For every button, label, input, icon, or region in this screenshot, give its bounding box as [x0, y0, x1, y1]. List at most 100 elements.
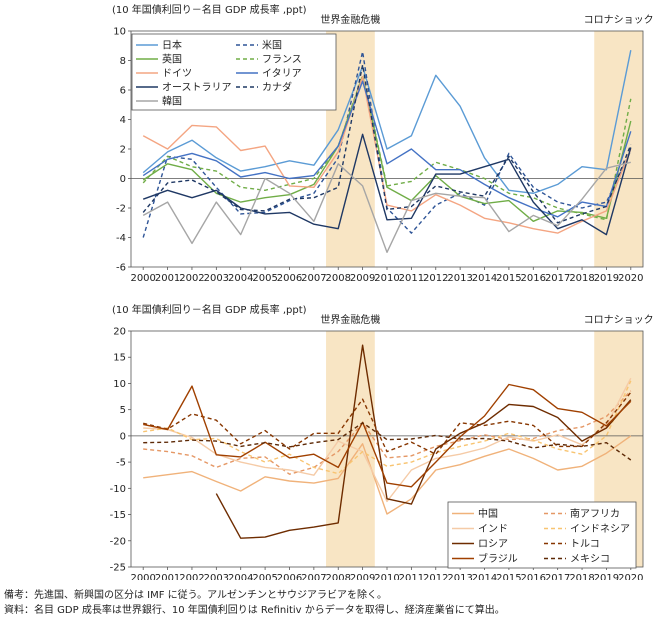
x-tick-label: 2006: [277, 573, 302, 580]
legend-box: [131, 33, 337, 111]
series-line: [142, 80, 632, 218]
footnote-remarks: 備考：先進国、新興国の区分は IMF に従う。アルゼンチンとサウジアラビアを除く…: [4, 590, 387, 601]
x-tick-label: 2012: [423, 273, 448, 284]
x-tick-label: 2004: [228, 273, 253, 284]
series-line: [142, 133, 632, 236]
legend-label: ロシア: [478, 539, 508, 550]
series-line: [143, 390, 632, 475]
legend-label: メキシコ: [570, 554, 610, 565]
x-tick-label: 2011: [399, 573, 424, 580]
shaded-period-label: コロナショック: [584, 14, 654, 26]
axis-unit-label: (10 年国債利回り－名目 GDP 成長率 ,ppt): [112, 3, 307, 16]
legend-label: 韓国: [162, 96, 182, 108]
shaded-period-label: 世界金融危機: [320, 13, 380, 26]
legend-label: オーストラリア: [162, 82, 232, 94]
legend-label: インド: [478, 524, 508, 535]
series-line: [143, 435, 632, 515]
x-tick-label: 2006: [277, 273, 302, 284]
x-tick-label: 2000: [130, 273, 155, 284]
legend-label: フランス: [262, 54, 302, 66]
x-tick-label: 2008: [326, 273, 351, 284]
x-tick-label: 2013: [447, 273, 472, 284]
series-line: [143, 380, 632, 475]
y-tick-label: -20: [110, 536, 126, 547]
x-tick-label: 2014: [472, 573, 497, 580]
x-tick-label: 2018: [569, 573, 594, 580]
series-line: [142, 74, 632, 221]
y-tick-label: 6: [120, 86, 126, 97]
series-line: [143, 391, 632, 455]
x-tick-label: 2012: [423, 573, 448, 580]
x-tick-label: 2015: [496, 273, 521, 284]
x-tick-label: 2015: [496, 573, 521, 580]
x-tick-label: 2003: [204, 273, 229, 284]
x-tick-label: 2009: [350, 273, 375, 284]
y-tick-label: 20: [113, 327, 126, 338]
legend-label: 中国: [478, 507, 498, 520]
series-line: [142, 64, 632, 224]
x-tick-label: 2013: [447, 573, 472, 580]
legend-label: イタリア: [262, 68, 302, 80]
x-tick-label: 2009: [350, 573, 375, 580]
x-tick-label: 2011: [399, 273, 424, 284]
x-tick-label: 2003: [204, 573, 229, 580]
shaded-period-label: 世界金融危機: [320, 313, 380, 326]
shaded-period: [594, 31, 643, 267]
y-tick-label: -2: [116, 204, 126, 215]
x-tick-label: 2001: [155, 273, 180, 284]
legend-label: 日本: [162, 39, 182, 52]
y-tick-label: 0: [120, 174, 126, 185]
x-tick-label: 2007: [301, 273, 326, 284]
y-tick-label: 8: [120, 56, 126, 67]
axis-unit-label: (10 年国債利回り－名目 GDP 成長率 ,ppt): [112, 303, 307, 316]
x-tick-label: 2002: [179, 273, 204, 284]
series-line: [142, 161, 631, 253]
x-tick-label: 2017: [545, 273, 570, 284]
y-tick-label: 15: [113, 353, 126, 364]
x-tick-label: 2007: [301, 573, 326, 580]
x-tick-label: 2014: [472, 273, 497, 284]
series-line: [143, 377, 632, 503]
series-line: [143, 422, 632, 461]
x-tick-label: 2020: [618, 273, 643, 284]
x-tick-label: 2016: [521, 573, 546, 580]
legend-label: トルコ: [570, 539, 600, 550]
shaded-period-label: コロナショック: [584, 314, 654, 326]
y-tick-label: 2: [120, 145, 126, 156]
x-tick-label: 2019: [594, 573, 619, 580]
legend-label: カナダ: [262, 81, 292, 94]
y-tick-label: -4: [116, 233, 126, 244]
x-tick-label: 2018: [569, 273, 594, 284]
y-tick-label: 10: [113, 379, 126, 390]
x-tick-label: 2000: [130, 573, 155, 580]
series-line: [143, 383, 632, 488]
x-tick-label: 2016: [521, 273, 546, 284]
y-tick-label: -6: [116, 263, 126, 274]
y-tick-label: -10: [110, 484, 126, 495]
chart-2: 世界金融危機 コロナショック-25-20-15-10-50510152020002…: [110, 303, 654, 580]
x-tick-label: 2005: [252, 273, 277, 284]
y-tick-label: 5: [120, 405, 126, 416]
y-tick-label: 0: [120, 431, 126, 442]
y-tick-label: 10: [113, 27, 126, 38]
legend-box: [447, 501, 637, 569]
x-tick-label: 2010: [374, 573, 399, 580]
x-tick-label: 2019: [594, 273, 619, 284]
series-line: [142, 76, 632, 234]
figure: 世界金融危機 コロナショック-6-4-2024681020002001200220…: [110, 3, 654, 580]
legend-label: 南アフリカ: [570, 507, 620, 520]
x-tick-label: 2005: [252, 573, 277, 580]
x-tick-label: 2001: [155, 573, 180, 580]
chart-1: 世界金融危機 コロナショック-6-4-2024681020002001200220…: [112, 3, 654, 284]
y-tick-label: -5: [116, 458, 126, 469]
x-tick-label: 2017: [545, 573, 570, 580]
legend-label: インドネシア: [570, 523, 630, 535]
y-tick-label: -15: [110, 510, 126, 521]
series-line: [215, 344, 632, 539]
x-tick-label: 2010: [374, 273, 399, 284]
y-tick-label: 4: [120, 115, 126, 126]
x-tick-label: 2002: [179, 573, 204, 580]
x-tick-label: 2008: [326, 573, 351, 580]
